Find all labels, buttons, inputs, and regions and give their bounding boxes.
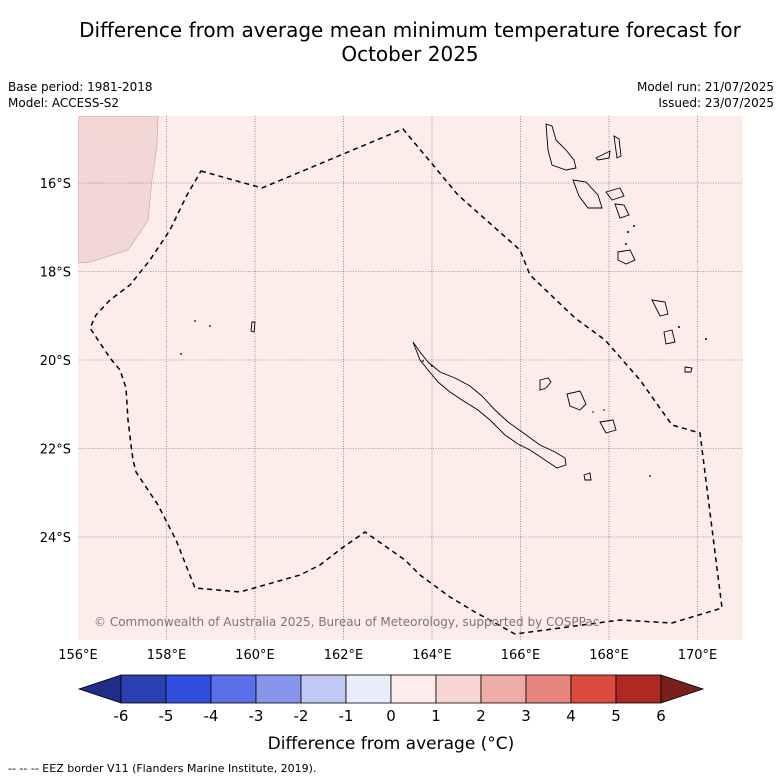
loyalty-island-3 bbox=[599, 419, 617, 434]
loyalty-island-2 bbox=[566, 390, 587, 411]
vanuatu-island-3 bbox=[605, 187, 625, 201]
colorbar-extend-low bbox=[77, 674, 122, 704]
colorbar-segment bbox=[165, 674, 212, 704]
colorbar-segment bbox=[300, 674, 347, 704]
colorbar-segment bbox=[210, 674, 257, 704]
colorbar-tick-label: 3 bbox=[521, 707, 531, 725]
colorbar-segment bbox=[480, 674, 527, 704]
lat-tick-label: 18°S bbox=[40, 266, 71, 281]
colorbar-tick-label: -1 bbox=[339, 707, 354, 725]
title-line-1: Difference from average mean minimum tem… bbox=[79, 18, 741, 42]
footer-note: -- -- -- EEZ border V11 (Flanders Marine… bbox=[8, 762, 317, 775]
lat-tick-label: 16°S bbox=[40, 177, 71, 192]
model-run: Model run: 21/07/2025 bbox=[636, 80, 774, 94]
colorbar-segment bbox=[615, 674, 662, 704]
erromango bbox=[663, 329, 676, 345]
lon-tick-label: 156°E bbox=[58, 648, 98, 663]
title-line-2: October 2025 bbox=[341, 42, 479, 66]
small-dots bbox=[180, 225, 707, 477]
lat-tick-label: 20°S bbox=[40, 354, 71, 369]
lon-tick-label: 170°E bbox=[678, 648, 718, 663]
colorbar-tick-label: -6 bbox=[114, 707, 129, 725]
espiritu-santo bbox=[545, 123, 577, 171]
gridlines bbox=[78, 116, 743, 640]
lon-tick-label: 160°E bbox=[235, 648, 275, 663]
issued-date: Issued: 23/07/2025 bbox=[658, 96, 774, 110]
colorbar-tick-label: -5 bbox=[159, 707, 174, 725]
colorbar-tick-label: -3 bbox=[249, 707, 264, 725]
base-period: Base period: 1981-2018 bbox=[8, 80, 153, 94]
meta-right: Model run: 21/07/2025 Issued: 23/07/2025 bbox=[637, 79, 774, 111]
colorbar-tick-label: 5 bbox=[611, 707, 621, 725]
colorbar-segment bbox=[525, 674, 572, 704]
meta-left: Base period: 1981-2018 Model: ACCESS-S2 bbox=[8, 79, 153, 111]
lon-tick-label: 164°E bbox=[412, 648, 452, 663]
lat-tick-label: 22°S bbox=[40, 443, 71, 458]
map-area: © Commonwealth of Australia 2025, Bureau… bbox=[78, 116, 743, 640]
colorbar-segment bbox=[390, 674, 437, 704]
colorbar-tick-label: 0 bbox=[386, 707, 396, 725]
lat-tick-label: 24°S bbox=[40, 531, 71, 546]
anomaly-patch bbox=[78, 116, 159, 264]
vanuatu-island-2 bbox=[613, 135, 622, 159]
lon-tick-label: 168°E bbox=[589, 648, 629, 663]
colorbar-tick-label: -2 bbox=[294, 707, 309, 725]
lon-tick-label: 162°E bbox=[324, 648, 364, 663]
coastlines bbox=[250, 123, 693, 481]
longitude-labels: 156°E 158°E 160°E 162°E 164°E 166°E 168°E 170°E bbox=[58, 648, 717, 663]
vanuatu-island-1 bbox=[595, 150, 611, 161]
latitude-labels: 16°S 18°S 20°S 22°S 24°S bbox=[40, 177, 71, 546]
colorbar-tick-label: 4 bbox=[566, 707, 576, 725]
loyalty-island-1 bbox=[539, 377, 552, 391]
model-name: Model: ACCESS-S2 bbox=[8, 96, 120, 110]
colorbar-tick-label: 2 bbox=[476, 707, 486, 725]
tanna bbox=[651, 299, 669, 317]
new-caledonia-island bbox=[412, 341, 567, 469]
efate bbox=[617, 249, 636, 265]
colorbar-tick-label: -4 bbox=[204, 707, 219, 725]
lon-tick-label: 158°E bbox=[147, 648, 187, 663]
small-island-1 bbox=[583, 472, 592, 481]
colorbar-segment bbox=[120, 674, 167, 704]
colorbar-tick-label: 6 bbox=[656, 707, 666, 725]
colorbar: -6 -5 -4 -3 -2 -1 0 1 2 3 4 5 6 bbox=[77, 674, 705, 725]
vanuatu-island-4 bbox=[614, 203, 630, 219]
copyright-notice: © Commonwealth of Australia 2025, Bureau… bbox=[94, 615, 599, 629]
ocean-background bbox=[78, 116, 743, 640]
lon-tick-label: 166°E bbox=[501, 648, 541, 663]
colorbar-tick-label: 1 bbox=[431, 707, 441, 725]
colorbar-extend-high bbox=[660, 674, 705, 704]
colorbar-segment bbox=[255, 674, 302, 704]
small-island-2 bbox=[250, 321, 256, 333]
colorbar-segment bbox=[570, 674, 617, 704]
aneityum bbox=[684, 366, 693, 373]
chart-title: Difference from average mean minimum tem… bbox=[0, 18, 781, 66]
malakula bbox=[572, 179, 603, 209]
colorbar-segment bbox=[435, 674, 482, 704]
eez-border bbox=[89, 128, 723, 635]
colorbar-segment bbox=[345, 674, 392, 704]
colorbar-label: Difference from average (°C) bbox=[268, 734, 515, 754]
